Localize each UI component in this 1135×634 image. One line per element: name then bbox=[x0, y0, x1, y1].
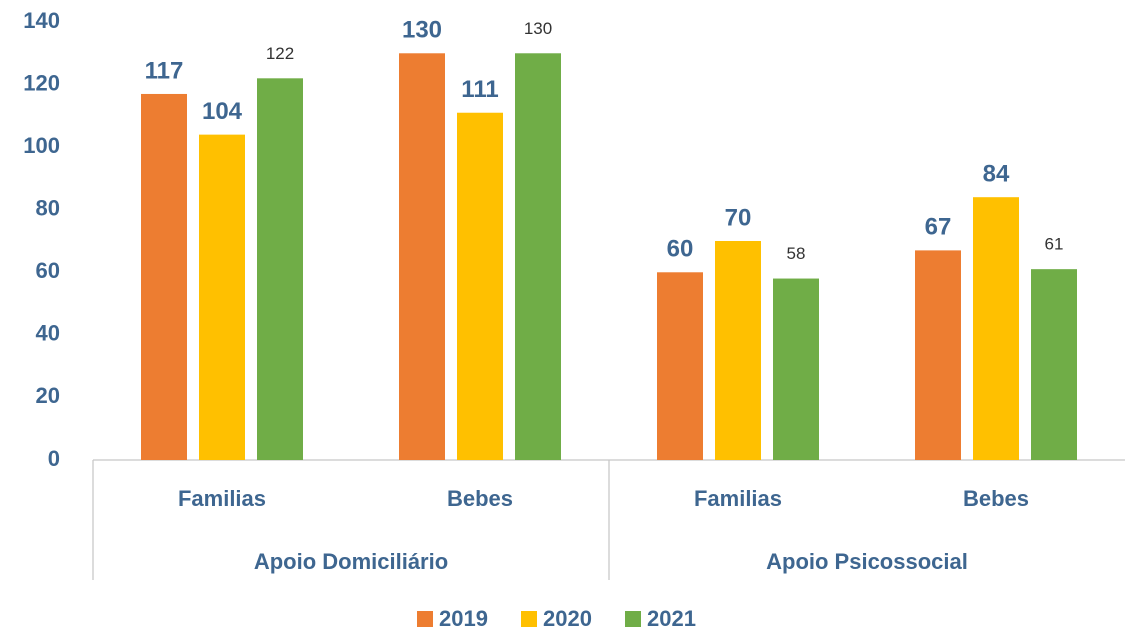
y-tick-label: 140 bbox=[23, 8, 60, 33]
x-tick-label: Bebes bbox=[447, 486, 513, 511]
x-tick-label: Bebes bbox=[963, 486, 1029, 511]
data-label: 61 bbox=[1045, 235, 1064, 254]
data-label: 130 bbox=[402, 17, 442, 44]
legend-label: 2021 bbox=[647, 606, 696, 631]
legend-swatch bbox=[521, 611, 537, 627]
bar bbox=[199, 134, 245, 460]
bar bbox=[1031, 269, 1077, 460]
data-label: 111 bbox=[461, 76, 498, 103]
bar bbox=[973, 197, 1019, 460]
group-label: Apoio Domiciliário bbox=[254, 549, 448, 574]
bar bbox=[773, 278, 819, 460]
data-label: 122 bbox=[266, 44, 294, 63]
y-tick-label: 20 bbox=[36, 383, 60, 408]
y-tick-label: 40 bbox=[36, 321, 60, 346]
x-tick-label: Familias bbox=[178, 486, 266, 511]
group-label: Apoio Psicossocial bbox=[766, 549, 968, 574]
data-label: 104 bbox=[202, 98, 243, 125]
bar bbox=[399, 53, 445, 461]
legend-swatch bbox=[417, 611, 433, 627]
y-tick-label: 100 bbox=[23, 133, 60, 158]
legend-label: 2020 bbox=[543, 606, 592, 631]
bar bbox=[915, 250, 961, 460]
bar bbox=[515, 53, 561, 461]
legend-swatch bbox=[625, 611, 641, 627]
data-label: 60 bbox=[667, 236, 694, 263]
bar bbox=[715, 241, 761, 460]
legend-label: 2019 bbox=[439, 606, 488, 631]
y-tick-label: 80 bbox=[36, 196, 60, 221]
data-label: 117 bbox=[145, 57, 184, 84]
bar bbox=[657, 272, 703, 460]
data-label: 84 bbox=[983, 161, 1010, 188]
data-label: 70 bbox=[725, 204, 752, 231]
data-label: 130 bbox=[524, 19, 552, 38]
y-tick-label: 60 bbox=[36, 258, 60, 283]
data-label: 67 bbox=[925, 214, 952, 241]
x-tick-label: Familias bbox=[694, 486, 782, 511]
data-label: 58 bbox=[787, 244, 806, 263]
bar bbox=[257, 78, 303, 461]
y-tick-label: 0 bbox=[48, 446, 60, 471]
bar bbox=[141, 93, 187, 460]
y-tick-label: 120 bbox=[23, 70, 60, 95]
bar bbox=[457, 112, 503, 460]
